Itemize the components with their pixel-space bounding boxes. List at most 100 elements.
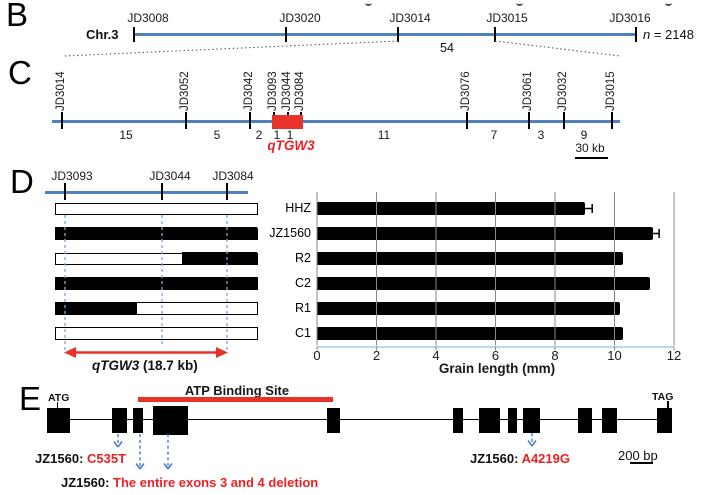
- exon-8: [508, 407, 517, 433]
- marker-label: JD3015: [486, 11, 528, 25]
- introgression-segment: [54, 227, 258, 241]
- region-line: [45, 190, 248, 194]
- marker-label: JD3084: [294, 71, 306, 111]
- marker-tick-JD3015: [611, 112, 613, 129]
- chart-row-label-C2: C2: [295, 275, 311, 290]
- recombinant-count: 54: [440, 41, 454, 55]
- marker-tick-JD3061: [528, 112, 530, 129]
- atp-binding-site-bar: [138, 397, 333, 402]
- substitution-bar-C2: [54, 277, 258, 291]
- exon-7: [479, 407, 500, 433]
- substitution-bar-R2: [55, 252, 258, 266]
- gene-scale-bar: [630, 461, 653, 465]
- chart-row-label-C1: C1: [295, 325, 311, 340]
- marker-label: JD3093: [267, 71, 279, 111]
- marker-tick-JD3016: [635, 27, 637, 42]
- x-tick-label: 0: [313, 348, 321, 363]
- marker-tick-JD3042: [249, 112, 251, 129]
- gene-scale-label: 200 bp: [618, 448, 658, 463]
- interval-count: 7: [490, 128, 498, 142]
- x-axis-line: [317, 345, 674, 348]
- chart-bar-C1: [317, 326, 624, 340]
- introgression-segment: [181, 252, 258, 266]
- stop-codon-tick: [667, 401, 669, 408]
- marker-tick-JD3015: [494, 27, 496, 42]
- marker-label: JD3042: [243, 71, 255, 111]
- interval-count: 2: [255, 128, 263, 142]
- cropped-text-fragment: [365, 0, 372, 6]
- substitution-bar-JZ1560: [54, 227, 258, 241]
- population-size: n = 2148: [643, 27, 694, 42]
- marker-label: JD3061: [522, 71, 534, 111]
- chart-row-label-R2: R2: [295, 251, 311, 265]
- mutation-label-1: JZ1560: C535T: [35, 451, 127, 466]
- stop-codon-label: TAG: [652, 391, 674, 403]
- start-codon-label: ATG: [48, 392, 70, 404]
- cropped-text-fragment: [665, 0, 672, 6]
- substitution-bar-R1: [54, 301, 258, 315]
- marker-label: JD3016: [609, 11, 651, 25]
- panel-e-label: E: [19, 380, 42, 417]
- exon-12: [657, 407, 672, 433]
- interval-count: 9: [580, 128, 588, 142]
- exon-10: [578, 407, 592, 433]
- map-scale-label: 30 kb: [575, 141, 605, 155]
- exon-5: [327, 407, 340, 433]
- exon-4: [153, 405, 188, 435]
- marker-tick-JD3084: [226, 183, 228, 200]
- marker-tick-JD3014: [397, 27, 399, 42]
- mutation-arrowhead: [163, 463, 169, 470]
- interval-count: 15: [119, 128, 133, 142]
- marker-label: JD3020: [279, 11, 321, 25]
- marker-label: JD3093: [51, 169, 93, 183]
- mutation-label-2: JZ1560: The entire exons 3 and 4 deletio…: [61, 475, 319, 490]
- interval-count: 1: [273, 128, 281, 142]
- marker-label: JD3084: [212, 169, 254, 183]
- marker-label: JD3008: [127, 11, 169, 25]
- chart-bar-HHZ: [317, 202, 585, 215]
- marker-label: JD3076: [460, 71, 472, 111]
- panel-b-label: B: [6, 0, 29, 33]
- marker-label: JD3032: [557, 71, 569, 111]
- chart-bar-JZ1560: [317, 227, 654, 240]
- marker-label: JD3044: [149, 169, 191, 183]
- chr3-line: [133, 32, 637, 36]
- chart-bar-R2: [317, 252, 624, 265]
- intron-line: [47, 418, 672, 421]
- qtl-span-arrowhead: [64, 347, 76, 358]
- x-tick-label: 12: [666, 348, 682, 363]
- interval-count: 1: [286, 128, 294, 142]
- marker-label: JD3014: [55, 71, 67, 111]
- start-codon-tick: [56, 402, 59, 408]
- mutation-arrowhead: [531, 440, 537, 447]
- exon-2: [112, 407, 127, 433]
- zoom-guide-line: [63, 40, 399, 57]
- exon-3: [133, 407, 143, 433]
- chart-row-label-HHZ: HHZ: [285, 201, 311, 215]
- x-tick-label: 6: [491, 348, 500, 363]
- chart-row-label-JZ1560: JZ1560: [269, 226, 311, 240]
- qtl-span-arrowhead: [216, 347, 228, 358]
- substitution-bar-HHZ: [55, 202, 258, 215]
- x-axis-title: Grain length (mm): [438, 361, 556, 376]
- qtl-name-label: qTGW3: [267, 138, 315, 153]
- exon-1: [47, 407, 70, 433]
- marker-tick-JD3093: [64, 183, 66, 200]
- marker-label: JD3015: [605, 71, 617, 111]
- scale-bar: [575, 156, 608, 160]
- chart-bar-C2: [317, 276, 651, 290]
- qtl-region-label: qTGW3 (18.7 kb): [92, 358, 198, 373]
- mutation-arrowhead: [167, 463, 173, 470]
- cropped-text-fragment: [516, 0, 523, 6]
- introgression-segment: [54, 277, 258, 291]
- chart-row-label-R1: R1: [295, 300, 311, 315]
- substitution-bar-C1: [55, 327, 258, 340]
- chart-bar-R1: [317, 301, 621, 315]
- marker-tick-JD3044: [161, 183, 163, 200]
- mutation-arrowhead: [527, 440, 533, 447]
- interval-count: 11: [377, 128, 391, 142]
- x-tick-label: 10: [607, 348, 622, 363]
- marker-tick-JD3020: [285, 27, 287, 42]
- fine-map-line: [52, 119, 620, 123]
